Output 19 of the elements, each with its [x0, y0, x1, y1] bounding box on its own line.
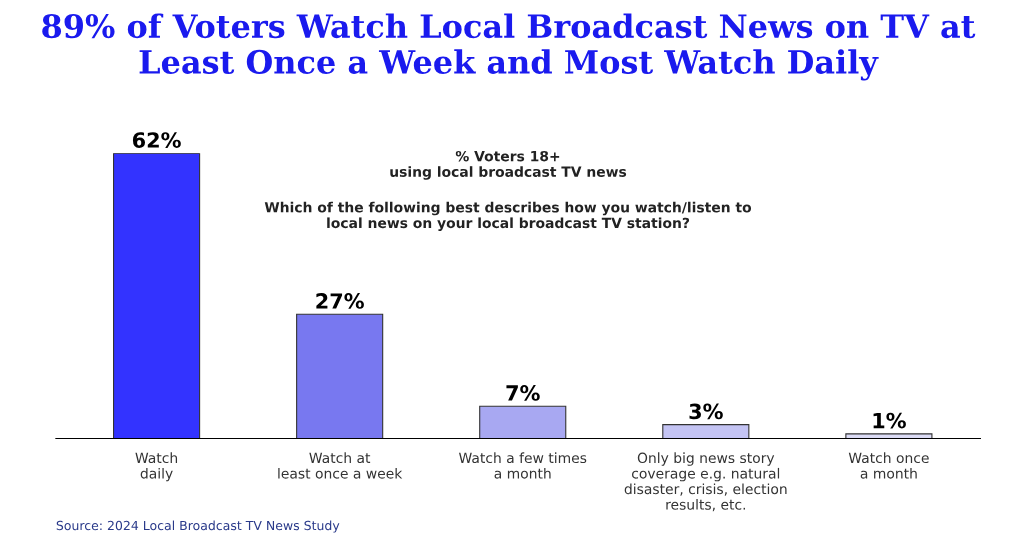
chart-subtitle: % Voters 18+ using local broadcast TV news: [390, 150, 627, 180]
annotation: Which of the following best describes how you watch/listen to local news on your local broadcast TV station?: [264, 201, 752, 231]
data-label: 27%: [316, 293, 364, 309]
x-tick-label: Only big news story coverage e.g. natural disaster, crisis, election results, etc.: [624, 452, 787, 512]
bar: [479, 405, 567, 439]
bar: [845, 433, 933, 439]
chart-title: 89% of Voters Watch Local Broadcast News on TV at Least Once a Week and Most Watch Daily: [42, 13, 976, 81]
bar: [662, 424, 750, 439]
data-label: 1%: [873, 412, 906, 429]
x-tick-label: Watch daily: [135, 452, 178, 482]
data-label: 62%: [132, 132, 181, 148]
x-tick-label: Watch a few times a month: [459, 452, 587, 479]
data-label: 7%: [506, 385, 540, 401]
x-tick-label: Watch at least once a week: [278, 452, 403, 479]
x-tick-label: Watch once a month: [848, 452, 929, 479]
data-label: 3%: [689, 403, 723, 420]
source-note: Source: 2024 Local Broadcast TV News Study: [56, 520, 340, 533]
bar: [112, 153, 201, 439]
bar: [296, 313, 384, 439]
